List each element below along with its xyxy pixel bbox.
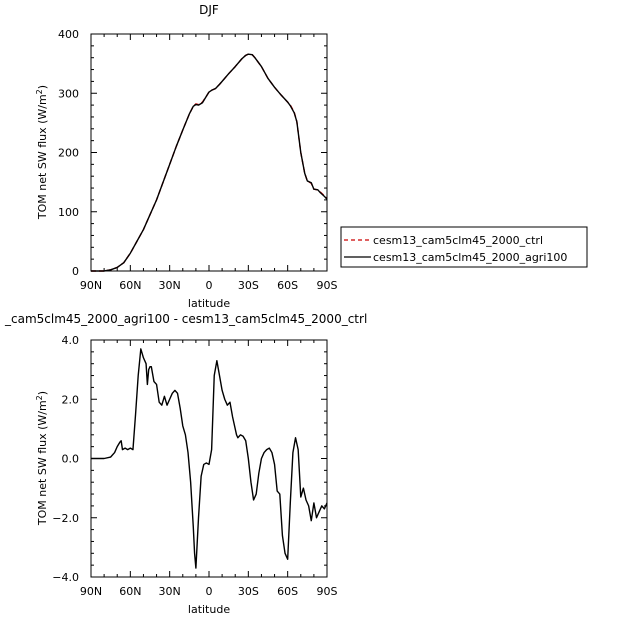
legend-box: [340, 226, 588, 268]
legend-label-agri100: cesm13_cam5clm45_2000_agri100: [373, 251, 567, 264]
x-tick-label: 90N: [80, 585, 102, 598]
top-chart-title: DJF: [199, 3, 219, 17]
x-tick-label: 90N: [80, 279, 102, 292]
x-tick-label: 30N: [159, 585, 181, 598]
x-tick-label: 60N: [119, 279, 141, 292]
top-series-line-1: [91, 53, 328, 272]
y-tick-label: 400: [58, 28, 79, 41]
bottom-chart-ylabel: TOM net SW flux (W/m2): [35, 391, 49, 526]
top-chart: DJF 90N 60N 30N 0 30S 60S 90S 0 100 200 300 400 la…: [35, 3, 338, 310]
legend-label-ctrl: cesm13_cam5clm45_2000_ctrl: [373, 234, 543, 247]
bottom-chart: _cam5clm45_2000_agri100 - cesm13_cam5clm…: [4, 312, 367, 616]
y-tick-label: 2.0: [62, 393, 80, 406]
y-tick-label: 0: [72, 265, 79, 278]
x-tick-label: 60S: [277, 585, 298, 598]
y-tick-label: −2.0: [52, 512, 79, 525]
x-tick-label: 90S: [317, 279, 338, 292]
top-chart-ylabel: TOM net SW flux (W/m2): [35, 85, 49, 220]
bottom-chart-xlabel: latitude: [188, 603, 230, 616]
top-series-line-0: [91, 53, 328, 272]
y-tick-label: 100: [58, 206, 79, 219]
top-chart-frame: [90, 33, 328, 272]
bottom-series-line-0: [91, 348, 328, 569]
x-tick-label: 30N: [159, 279, 181, 292]
x-tick-label: 0: [206, 279, 213, 292]
y-tick-label: 200: [58, 147, 79, 160]
y-tick-label: 300: [58, 87, 79, 100]
y-tick-label: −4.0: [52, 571, 79, 584]
legend: cesm13_cam5clm45_2000_ctrl cesm13_cam5cl…: [340, 226, 588, 268]
y-tick-label: 4.0: [62, 334, 80, 347]
x-tick-label: 60S: [277, 279, 298, 292]
bottom-chart-title: _cam5clm45_2000_agri100 - cesm13_cam5clm…: [4, 312, 367, 326]
x-tick-label: 0: [206, 585, 213, 598]
bottom-chart-frame: [90, 339, 328, 578]
x-tick-label: 60N: [119, 585, 141, 598]
x-tick-label: 90S: [317, 585, 338, 598]
top-chart-xlabel: latitude: [188, 297, 230, 310]
x-tick-label: 30S: [238, 279, 259, 292]
y-tick-label: 0.0: [62, 453, 80, 466]
x-tick-label: 30S: [238, 585, 259, 598]
